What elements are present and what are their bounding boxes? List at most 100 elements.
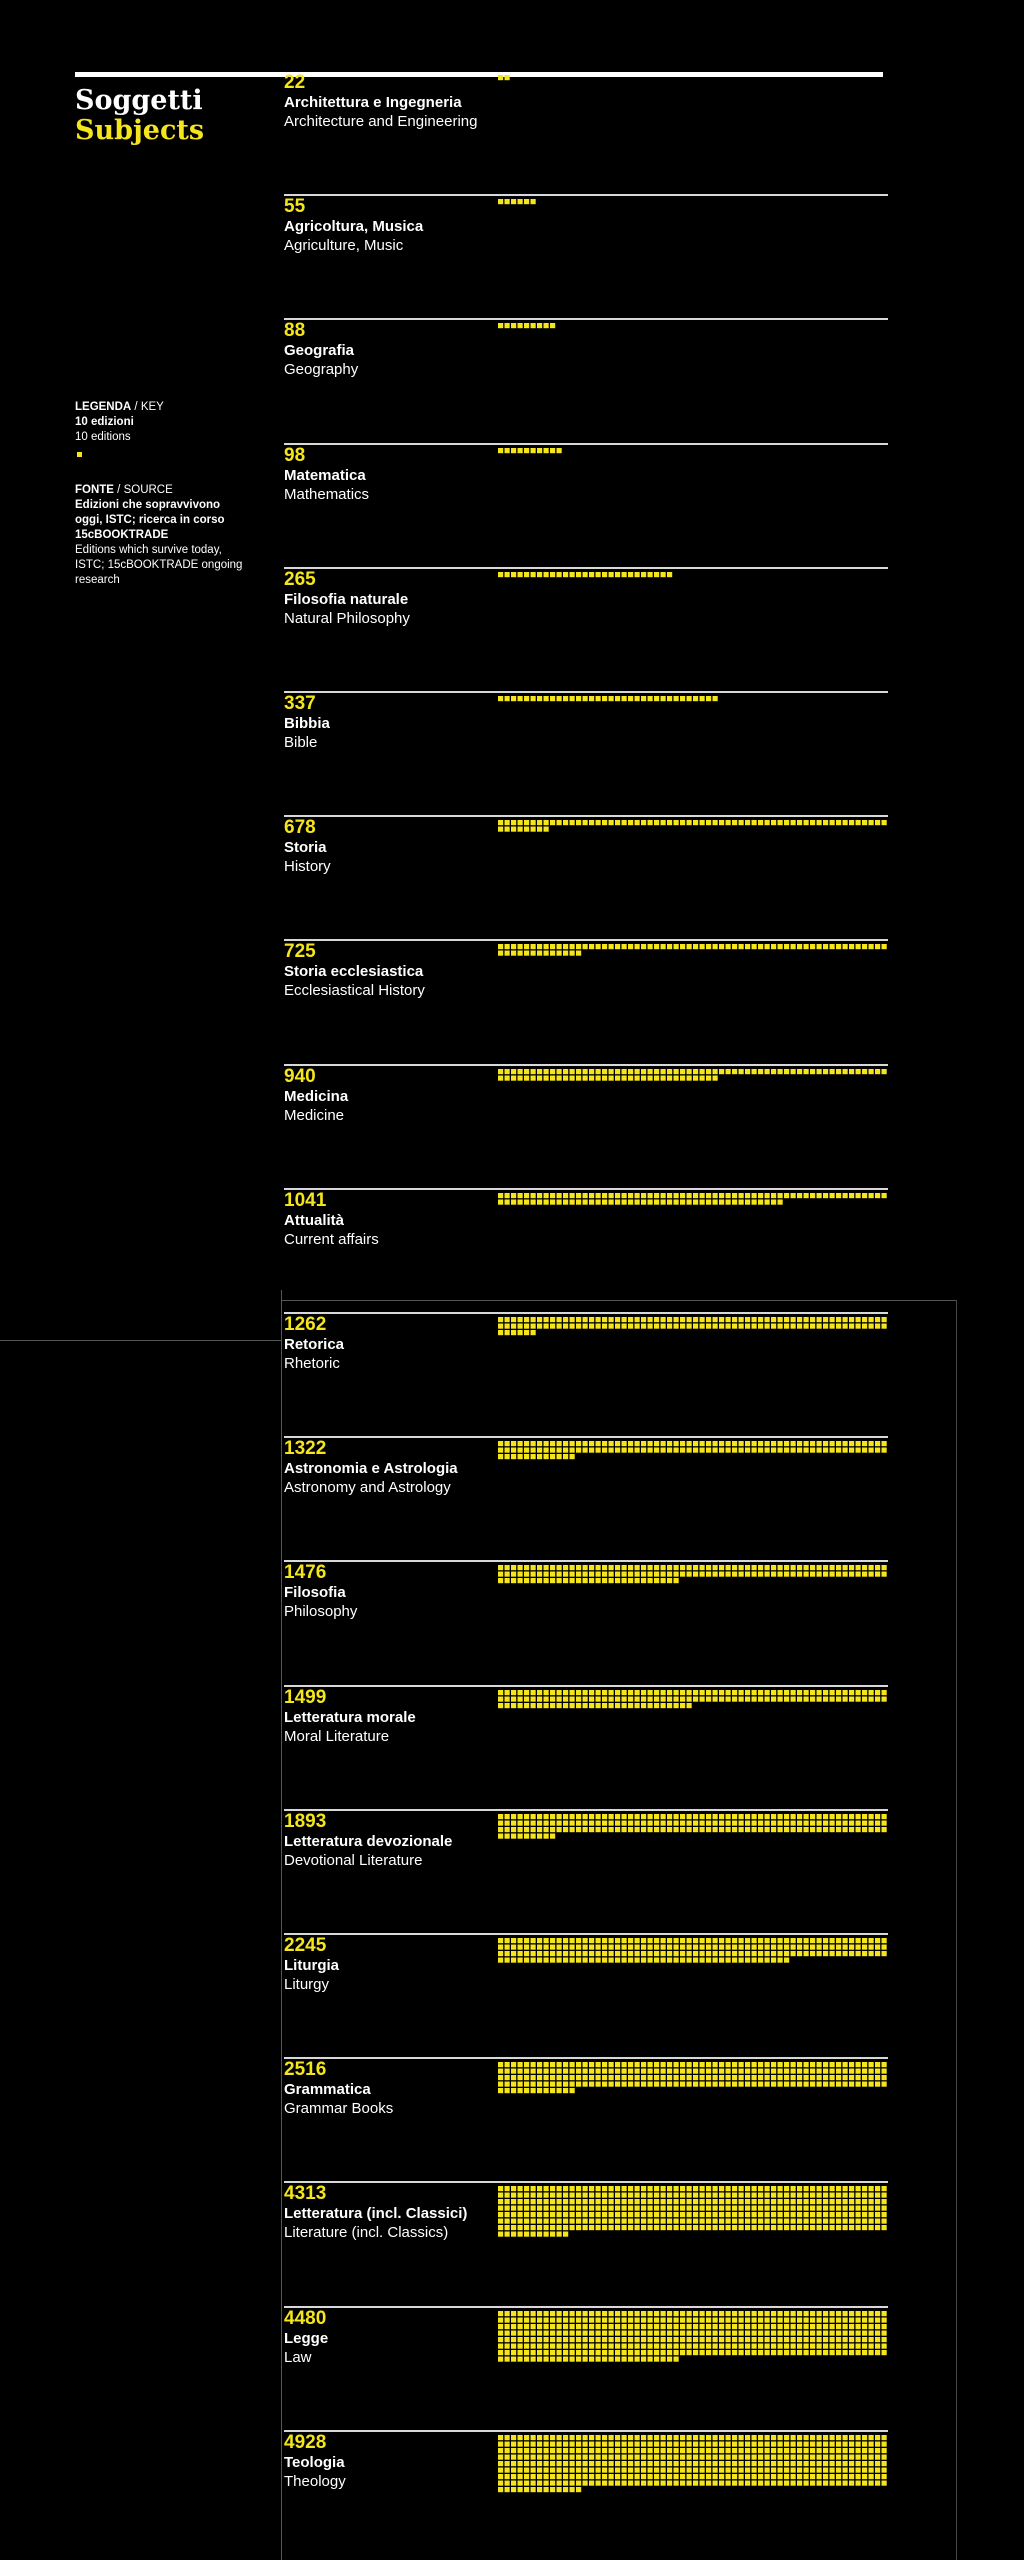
unit-square	[543, 447, 549, 453]
unit-square	[498, 950, 504, 957]
unit-square	[582, 1820, 588, 1826]
unit-square	[712, 1565, 718, 1571]
unit-square	[511, 950, 517, 957]
unit-square	[550, 323, 556, 329]
unit-square	[862, 2473, 868, 2479]
unit-square	[576, 1702, 582, 1708]
unit-square	[712, 2330, 718, 2336]
unit-square	[498, 1578, 504, 1584]
unit-square	[751, 2218, 757, 2225]
unit-square	[647, 2356, 653, 2362]
unit-square	[673, 2330, 679, 2336]
unit-square	[511, 571, 517, 577]
unit-square	[569, 2068, 575, 2074]
unit-square	[667, 1689, 673, 1695]
unit-square	[524, 1826, 530, 1832]
unit-square	[673, 1199, 679, 1205]
unit-square	[641, 1192, 647, 1198]
unit-square	[647, 2447, 653, 2453]
unit-square	[771, 1323, 777, 1329]
unit-square	[738, 1689, 744, 1695]
unit-square	[738, 2205, 744, 2212]
unit-square	[517, 2075, 523, 2081]
unit-square	[836, 2480, 842, 2486]
unit-square	[537, 1578, 543, 1584]
unit-square	[660, 2480, 666, 2486]
unit-square	[550, 2441, 556, 2447]
unit-square	[849, 820, 855, 826]
unit-square	[628, 2480, 634, 2486]
unit-grid	[498, 2186, 887, 2238]
unit-square	[803, 1571, 809, 1578]
unit-square	[550, 1578, 556, 1584]
unit-square	[797, 1820, 803, 1826]
unit-square	[647, 2068, 653, 2074]
unit-square	[764, 2225, 770, 2231]
unit-square	[836, 2068, 842, 2074]
unit-square	[634, 2343, 640, 2349]
unit-square	[862, 1696, 868, 1702]
unit-square	[530, 1578, 536, 1584]
unit-square	[745, 2349, 751, 2355]
unit-square	[829, 2349, 835, 2355]
unit-square	[498, 1330, 504, 1336]
unit-square	[732, 2068, 738, 2074]
unit-square	[797, 1447, 803, 1453]
unit-square	[797, 2467, 803, 2473]
unit-square	[537, 1068, 543, 1074]
unit-square	[862, 1689, 868, 1695]
unit-square	[595, 2310, 601, 2316]
unit-square	[686, 1944, 692, 1950]
unit-square	[797, 1689, 803, 1695]
unit-square	[498, 1957, 504, 1963]
unit-square	[550, 2186, 556, 2192]
unit-square	[556, 2473, 562, 2479]
unit-square	[498, 1689, 504, 1695]
unit-square	[862, 1820, 868, 1826]
unit-square	[764, 1813, 770, 1819]
unit-square	[745, 2323, 751, 2329]
unit-square	[524, 2068, 530, 2074]
unit-square	[712, 2460, 718, 2466]
unit-square	[550, 2068, 556, 2074]
unit-square	[660, 1696, 666, 1702]
unit-square	[758, 2192, 764, 2199]
unit-square	[524, 2317, 530, 2323]
unit-square	[797, 1317, 803, 1323]
unit-square	[582, 2317, 588, 2323]
unit-square	[543, 1199, 549, 1205]
unit-square	[680, 2192, 686, 2199]
unit-square	[582, 2480, 588, 2486]
unit-square	[849, 2192, 855, 2199]
unit-square	[576, 820, 582, 826]
subject-label-italian: Legge	[284, 2329, 329, 2347]
unit-square	[628, 1826, 634, 1832]
unit-square	[504, 696, 510, 702]
unit-square	[673, 1951, 679, 1957]
unit-square	[823, 1813, 829, 1819]
unit-square	[569, 1441, 575, 1447]
edition-count: 1262	[284, 1314, 327, 1335]
unit-square	[647, 2454, 653, 2460]
unit-square	[660, 2434, 666, 2440]
unit-square	[823, 2192, 829, 2199]
unit-square	[823, 2454, 829, 2460]
unit-square	[868, 2349, 874, 2355]
unit-square	[836, 2330, 842, 2336]
unit-square	[862, 1447, 868, 1453]
unit-square	[725, 2336, 731, 2342]
unit-square	[530, 2323, 536, 2329]
unit-square	[647, 2467, 653, 2473]
unit-square	[615, 2467, 621, 2473]
unit-square	[537, 820, 543, 826]
unit-square	[771, 2434, 777, 2440]
unit-square	[699, 2336, 705, 2342]
unit-square	[582, 1957, 588, 1963]
unit-grid	[498, 2310, 887, 2362]
unit-square	[862, 1323, 868, 1329]
unit-square	[758, 2467, 764, 2473]
unit-square	[563, 2343, 569, 2349]
unit-square	[686, 2323, 692, 2329]
unit-square	[829, 1689, 835, 1695]
unit-square	[634, 1199, 640, 1205]
